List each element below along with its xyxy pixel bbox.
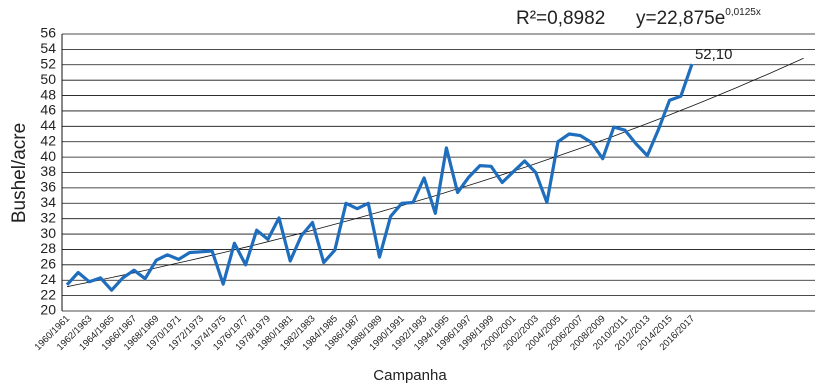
- equation-exponent: 0,0125x: [725, 7, 761, 18]
- trendline: [66, 57, 804, 288]
- y-tick-label: 42: [40, 132, 56, 148]
- y-tick-label: 30: [40, 225, 56, 241]
- r2-annotation: R²=0,8982: [516, 8, 605, 29]
- y-tick-label: 54: [40, 40, 56, 56]
- y-tick-label: 44: [40, 117, 56, 133]
- value-label: 52,10: [695, 46, 733, 63]
- y-tick-label: 20: [40, 302, 56, 318]
- y-tick-label: 26: [40, 256, 56, 272]
- y-tick-label: 24: [40, 271, 56, 287]
- equation: y=22,875e: [636, 8, 725, 29]
- y-tick-label: 38: [40, 163, 56, 179]
- y-tick-label: 48: [40, 86, 56, 102]
- y-tick-label: 34: [40, 194, 56, 210]
- y-tick-label: 52: [40, 55, 56, 71]
- y-tick-label: 56: [40, 25, 56, 41]
- y-tick-label: 46: [40, 102, 56, 118]
- y-tick-label: 32: [40, 209, 56, 225]
- y-tick-label: 28: [40, 240, 56, 256]
- equation-annotation: y=22,875e0,0125x: [636, 7, 761, 29]
- y-tick-label: 40: [40, 148, 56, 164]
- y-axis-label: Bushel/acre: [9, 123, 30, 223]
- y-tick-label: 50: [40, 71, 56, 87]
- y-tick-label: 36: [40, 179, 56, 195]
- data-line: [65, 63, 694, 292]
- x-axis-label: Campanha: [373, 367, 447, 384]
- y-tick-label: 22: [40, 286, 56, 302]
